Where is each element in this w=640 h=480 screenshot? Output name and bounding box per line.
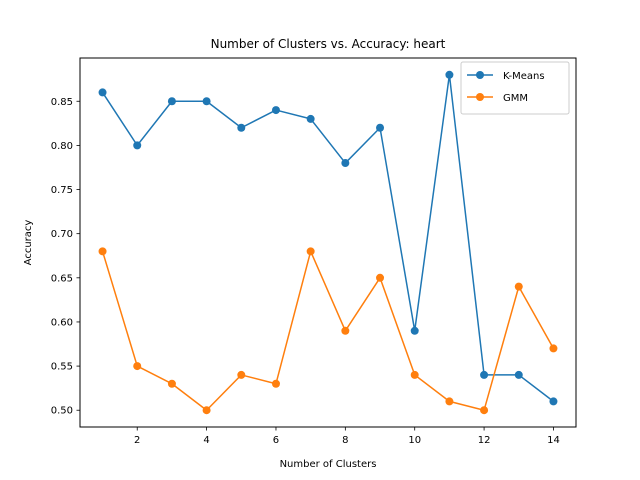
data-point-k-means [445,70,454,79]
data-point-gmm [237,370,246,379]
y-axis-label: Accuracy [23,220,34,266]
legend-label-k-means: K-Means [503,71,545,82]
data-point-gmm [376,273,385,282]
data-point-k-means [341,159,350,168]
data-point-k-means [306,114,315,123]
data-point-k-means [271,106,280,115]
data-point-k-means [237,123,246,132]
y-tick-label: 0.70 [51,229,73,240]
y-tick-label: 0.50 [51,406,73,417]
data-point-gmm [271,379,280,388]
legend-label-gmm: GMM [503,93,528,104]
data-point-gmm [549,344,558,353]
y-tick-label: 0.85 [51,97,73,108]
legend: K-Means GMM [460,61,570,115]
series-line-gmm [101,250,555,411]
data-point-gmm [133,362,142,371]
data-point-gmm [445,397,454,406]
x-tick-label: 4 [203,435,209,446]
x-tick-label: 14 [547,435,560,446]
x-tick-label: 6 [273,435,279,446]
chart-title: Number of Clusters vs. Accuracy: heart [211,37,446,51]
data-point-k-means [167,97,176,106]
data-point-k-means [98,88,107,97]
data-point-gmm [480,406,489,415]
data-point-gmm [202,406,211,415]
x-tick-label: 12 [478,435,491,446]
data-point-gmm [98,247,107,256]
data-point-gmm [341,326,350,335]
data-point-k-means [410,326,419,335]
data-point-gmm [306,247,315,256]
x-axis-label: Number of Clusters [280,459,377,470]
y-tick-label: 0.65 [51,273,73,284]
plot-area [98,70,558,415]
x-axis: 2 4 6 8 10 12 14 [134,427,560,446]
data-point-k-means [549,397,558,406]
data-point-gmm [514,282,523,291]
data-point-k-means [514,370,523,379]
plot-frame [79,57,577,428]
data-point-gmm [167,379,176,388]
x-tick-label: 8 [342,435,348,446]
y-tick-label: 0.60 [51,317,73,328]
series-line-k-means [101,74,555,403]
legend-marker-gmm [476,93,484,101]
legend-marker-k-means [476,71,484,79]
y-tick-label: 0.80 [51,141,73,152]
y-axis: 0.50 0.55 0.60 0.65 0.70 0.75 0.80 0.85 [51,97,80,417]
data-point-k-means [480,370,489,379]
y-tick-label: 0.75 [51,185,73,196]
data-point-gmm [410,370,419,379]
x-tick-label: 10 [408,435,421,446]
data-point-k-means [202,97,211,106]
data-point-k-means [376,123,385,132]
y-tick-label: 0.55 [51,362,73,373]
x-tick-label: 2 [134,435,140,446]
legend-box [460,61,570,115]
data-point-k-means [133,141,142,150]
